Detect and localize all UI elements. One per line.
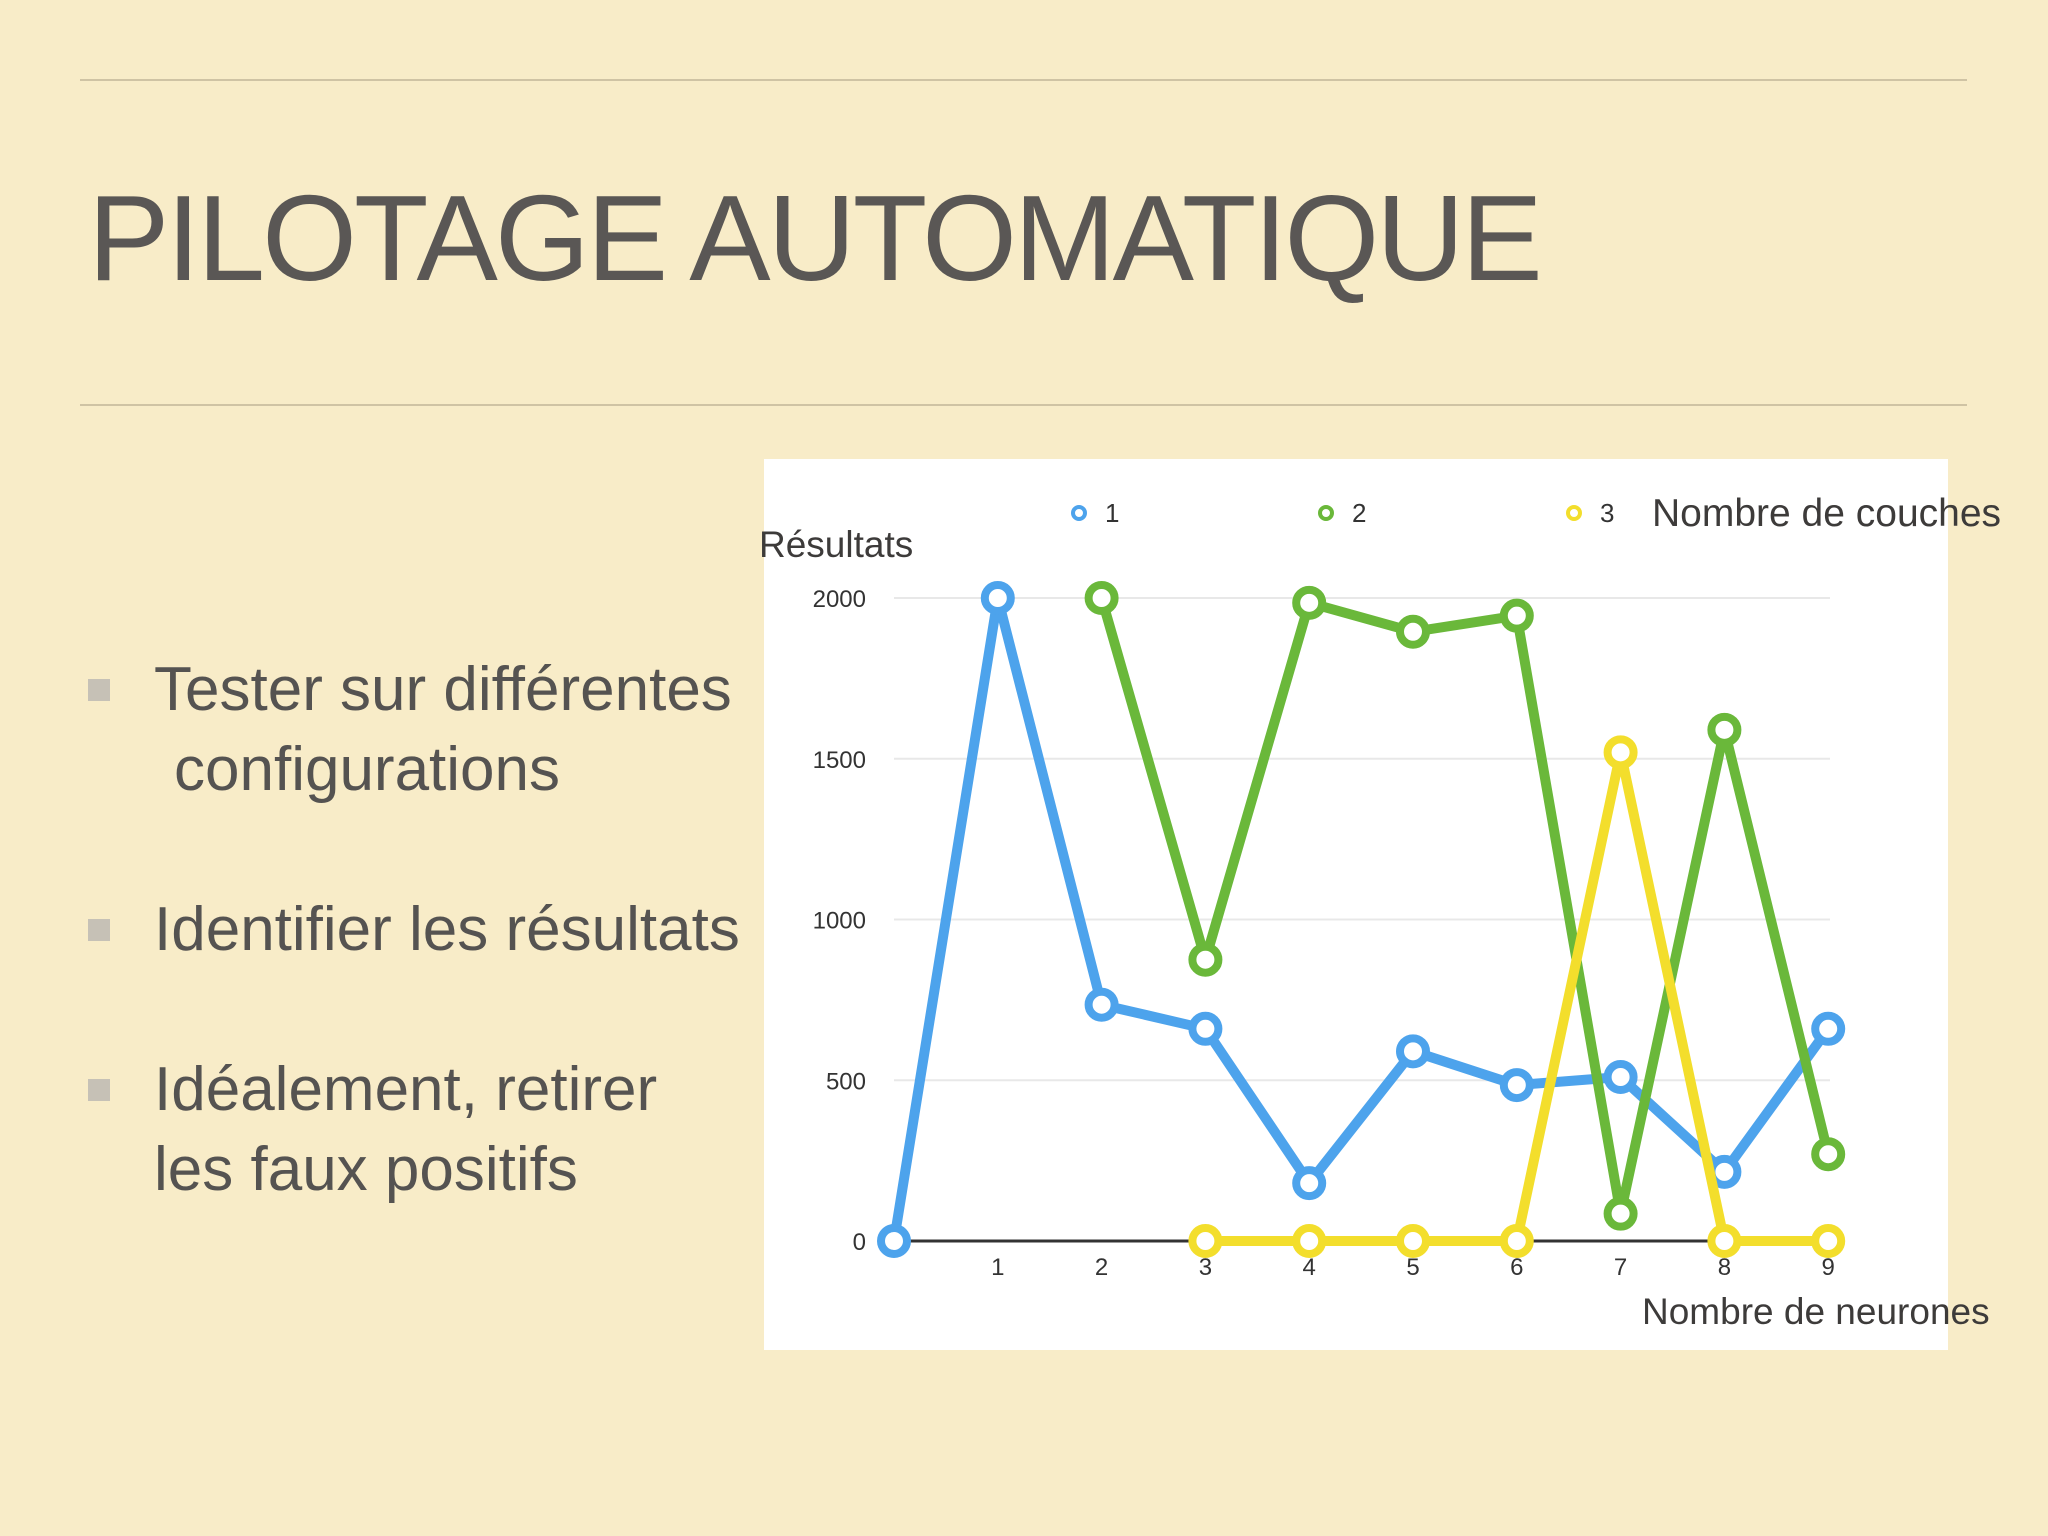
bullet-text: Tester sur différentes [154, 655, 732, 724]
y-tick-label: 2000 [813, 586, 866, 613]
bullet-text-continued: configurations [174, 735, 561, 804]
legend-title: Nombre de couches [1652, 492, 2002, 535]
data-point [1603, 1060, 1638, 1095]
bullet-item: Tester sur différentes configurations [88, 650, 732, 810]
data-point [1603, 1196, 1638, 1231]
legend-label: 3 [1600, 498, 1614, 528]
bullet-item: Idéalement, retirer les faux positifs [88, 1050, 657, 1210]
legend-label: 2 [1352, 498, 1366, 528]
data-point [1499, 1224, 1534, 1258]
x-tick-label: 5 [1406, 1254, 1419, 1281]
data-point [1811, 1224, 1846, 1258]
data-point [1499, 598, 1534, 633]
data-point [1292, 1224, 1327, 1258]
x-tick-label: 4 [1303, 1254, 1316, 1281]
y-tick-label: 1000 [813, 908, 866, 935]
series-line [889, 593, 1834, 1246]
data-point [1811, 1137, 1846, 1172]
series-line [1096, 593, 1834, 1219]
bullet-text: Idéalement, retirer [154, 1055, 658, 1124]
y-tick-label: 0 [853, 1229, 866, 1256]
data-point [1811, 1011, 1846, 1046]
x-tick-label: 6 [1510, 1254, 1523, 1281]
data-point [1499, 1068, 1534, 1103]
data-point [1292, 1166, 1327, 1201]
y-tick-label: 500 [826, 1068, 866, 1095]
legend-label: 1 [1105, 498, 1119, 528]
data-point [1707, 1224, 1742, 1258]
title-rule [80, 404, 1967, 406]
legend-marker-icon [1566, 505, 1582, 521]
x-tick-label: 3 [1199, 1254, 1212, 1281]
y-tick-label: 1500 [813, 747, 866, 774]
data-point [1188, 942, 1223, 977]
data-point [980, 581, 1015, 615]
bullet-square-icon [88, 1079, 110, 1101]
x-tick-label: 9 [1822, 1254, 1835, 1281]
top-rule [80, 79, 1967, 81]
bullet-item: Identifier les résultats [88, 890, 740, 970]
data-point [1396, 614, 1430, 649]
bullet-square-icon [88, 679, 110, 701]
chart-panel [764, 459, 1948, 1350]
x-tick-label: 8 [1718, 1254, 1731, 1281]
bullet-square-icon [88, 919, 110, 941]
legend-marker-icon [1318, 505, 1334, 521]
y-axis-label: Résultats [759, 524, 914, 565]
data-point [1188, 1011, 1223, 1046]
bullet-text-continued: les faux positifs [154, 1135, 578, 1204]
slide-title: PILOTAGE AUTOMATIQUE [88, 170, 1543, 306]
x-tick-label: 7 [1614, 1254, 1627, 1281]
data-point [877, 1224, 911, 1258]
x-tick-label: 2 [1095, 1254, 1108, 1281]
data-point [1396, 1034, 1430, 1069]
data-point [1396, 1224, 1430, 1258]
x-axis-label: Nombre de neurones [1642, 1291, 1990, 1332]
data-point [1603, 735, 1638, 770]
bullet-text: Identifier les résultats [154, 895, 740, 964]
data-point [1084, 581, 1119, 615]
x-tick-label: 1 [991, 1254, 1004, 1281]
data-point [1292, 585, 1327, 620]
data-point [1707, 712, 1742, 747]
data-point [1188, 1224, 1223, 1258]
legend-marker-icon [1071, 505, 1087, 521]
data-point [1084, 987, 1119, 1022]
